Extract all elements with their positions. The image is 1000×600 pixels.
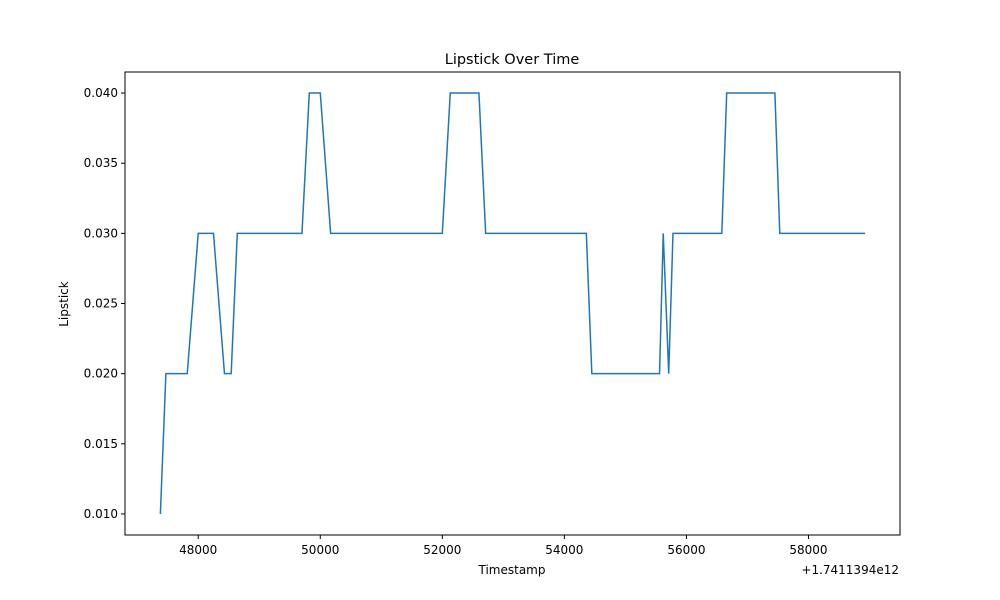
x-tick-label: 58000: [789, 543, 827, 557]
x-tick-label: 56000: [667, 543, 705, 557]
y-axis: 0.010 0.015 0.020 0.025 0.030 0.035 0.040: [84, 86, 125, 521]
x-tick-label: 50000: [301, 543, 339, 557]
y-tick-label: 0.015: [84, 437, 118, 451]
y-axis-label: Lipstick: [57, 281, 71, 327]
x-axis-label: Timestamp: [478, 563, 546, 577]
x-offset-label: +1.7411394e12: [801, 563, 899, 577]
y-tick-label: 0.040: [84, 86, 118, 100]
y-tick-label: 0.020: [84, 367, 118, 381]
x-tick-label: 52000: [423, 543, 461, 557]
x-tick-label: 48000: [179, 543, 217, 557]
x-axis: 48000 50000 52000 54000 56000 58000: [179, 535, 828, 557]
y-tick-label: 0.025: [84, 297, 118, 311]
plot-background: [125, 72, 900, 535]
plot-area: [124, 71, 901, 536]
y-tick-label: 0.030: [84, 226, 118, 240]
chart-title: Lipstick Over Time: [445, 52, 580, 68]
y-tick-label: 0.035: [84, 156, 118, 170]
series-line: [159, 92, 866, 514]
y-tick-label: 0.010: [84, 507, 118, 521]
x-tick-label: 54000: [545, 543, 583, 557]
